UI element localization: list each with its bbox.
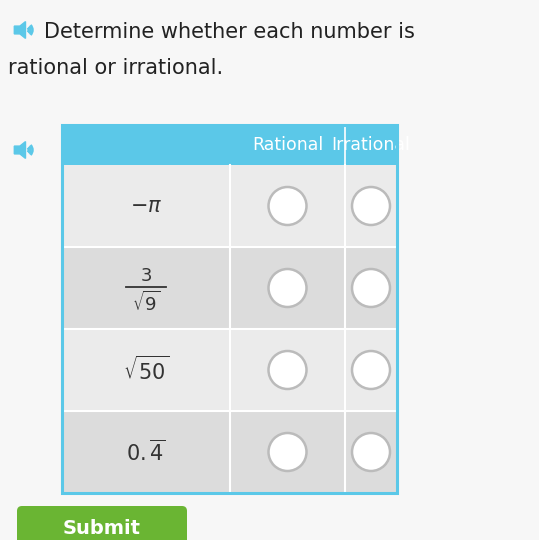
Text: $0.\overline{4}$: $0.\overline{4}$ bbox=[126, 439, 165, 465]
Circle shape bbox=[268, 269, 307, 307]
Text: $-\pi$: $-\pi$ bbox=[130, 196, 162, 216]
FancyBboxPatch shape bbox=[62, 247, 397, 329]
Polygon shape bbox=[15, 141, 25, 158]
Text: rational or irrational.: rational or irrational. bbox=[8, 58, 223, 78]
FancyBboxPatch shape bbox=[62, 125, 397, 165]
Circle shape bbox=[268, 433, 307, 471]
Text: Rational: Rational bbox=[252, 136, 323, 154]
Circle shape bbox=[352, 433, 390, 471]
Circle shape bbox=[352, 351, 390, 389]
Circle shape bbox=[268, 351, 307, 389]
FancyBboxPatch shape bbox=[62, 165, 397, 247]
FancyBboxPatch shape bbox=[62, 411, 397, 493]
Text: $\sqrt{50}$: $\sqrt{50}$ bbox=[123, 356, 169, 384]
FancyBboxPatch shape bbox=[17, 506, 187, 540]
Text: $3$: $3$ bbox=[140, 267, 152, 285]
Text: Irrational: Irrational bbox=[331, 136, 410, 154]
FancyBboxPatch shape bbox=[62, 329, 397, 411]
Polygon shape bbox=[15, 22, 25, 38]
Text: Submit: Submit bbox=[63, 519, 141, 538]
Text: Determine whether each number is: Determine whether each number is bbox=[44, 22, 415, 42]
Text: $\sqrt{9}$: $\sqrt{9}$ bbox=[132, 291, 160, 315]
Circle shape bbox=[352, 269, 390, 307]
Circle shape bbox=[352, 187, 390, 225]
Circle shape bbox=[268, 187, 307, 225]
